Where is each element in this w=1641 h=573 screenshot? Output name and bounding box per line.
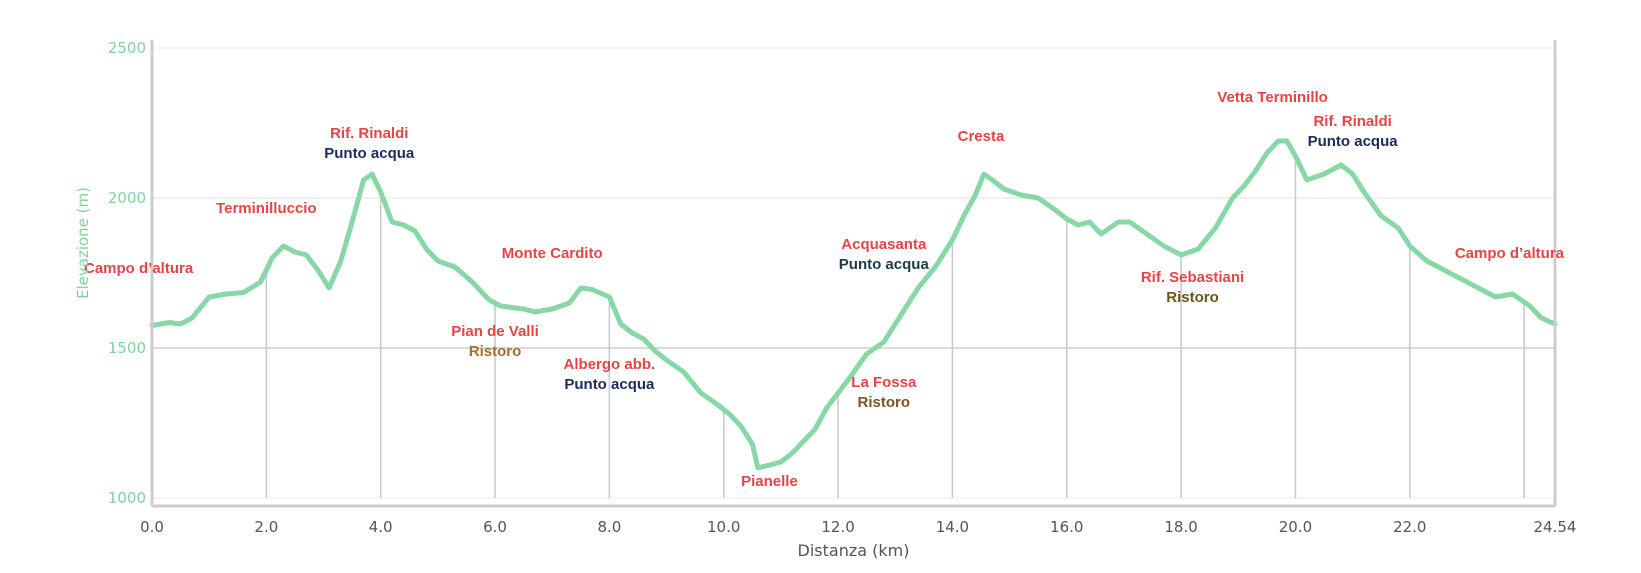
x-tick-label: 10.0 [707,518,740,536]
x-tick-label: 24.54 [1534,518,1577,536]
x-tick-label: 18.0 [1164,518,1197,536]
x-tick-label: 16.0 [1050,518,1083,536]
waypoint-name: Rif. Rinaldi [330,125,408,142]
waypoint-service: Ristoro [858,394,911,411]
waypoint-name: Monte Cardito [502,245,603,262]
x-axis-ticks: 0.0 2.0 4.0 6.0 8.0 10.0 12.0 14.0 16.0 18.0 20.0 2… [140,518,1576,536]
waypoint-annotations: Campo d’altura Terminilluccio Rif. Rinaldi… [84,89,1565,490]
waypoint-service: Punto acqua [564,376,655,393]
waypoint-service: Punto acqua [324,145,415,162]
waypoint-name: Pian de Valli [451,323,539,340]
y-tick-label: 1500 [108,339,146,357]
waypoint-name: Campo d’altura [84,260,194,277]
waypoint-name: Campo d’altura [1455,245,1565,262]
y-axis-label: Elevazione (m) [74,187,92,299]
x-tick-label: 2.0 [254,518,278,536]
elevation-line [149,138,1558,471]
x-axis-label: Distanza (km) [798,541,910,560]
waypoint-name: Vetta Terminillo [1217,89,1328,106]
waypoint-name: La Fossa [851,374,917,391]
y-tick-label: 1000 [108,489,146,507]
x-tick-label: 0.0 [140,518,164,536]
waypoint-markers [265,156,1525,498]
x-tick-label: 6.0 [483,518,507,536]
x-tick-label: 12.0 [821,518,854,536]
waypoint-service: Punto acqua [839,256,930,273]
waypoint-name: Albergo abb. [564,356,656,373]
y-axis-ticks: 1000 1500 2000 2500 [108,39,146,507]
axes [150,40,1557,508]
y-tick-label: 2500 [108,39,146,57]
waypoint-name: Terminilluccio [216,200,317,217]
waypoint-name: Acquasanta [841,236,927,253]
x-tick-label: 22.0 [1393,518,1426,536]
y-tick-label: 2000 [108,189,146,207]
waypoint-name: Pianelle [741,473,798,490]
waypoint-service: Ristoro [469,343,522,360]
grid-lines [152,47,1555,499]
waypoint-name: Rif. Rinaldi [1313,113,1391,130]
waypoint-name: Cresta [958,128,1005,145]
waypoint-name: Rif. Sebastiani [1141,269,1244,286]
x-tick-label: 4.0 [369,518,393,536]
x-tick-label: 20.0 [1279,518,1312,536]
x-tick-label: 14.0 [936,518,969,536]
x-tick-label: 8.0 [597,518,621,536]
waypoint-service: Punto acqua [1308,133,1399,150]
waypoint-service: Ristoro [1166,289,1219,306]
